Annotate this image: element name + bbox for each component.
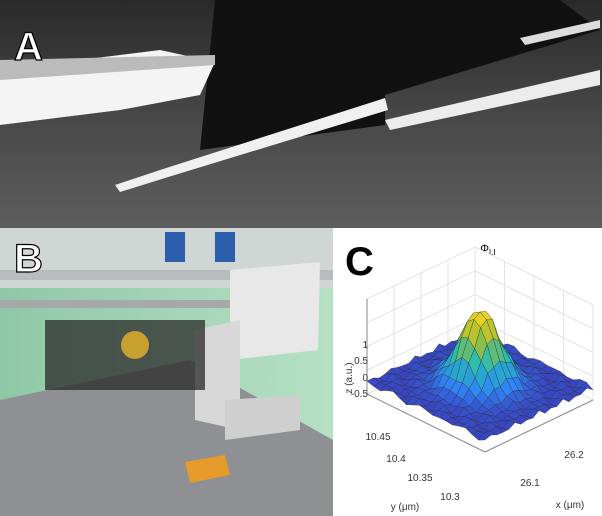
y-tick-label: 10.4 <box>386 454 406 465</box>
z-tick-label: -0.5 <box>351 389 369 400</box>
panel-label: A <box>14 25 43 69</box>
y-axis-label: y (μm) <box>391 502 420 513</box>
z-tick-label: 1 <box>362 340 368 351</box>
panel-label: C <box>345 240 374 284</box>
panel-label: B <box>14 237 43 281</box>
y-tick-label: 10.3 <box>440 492 460 503</box>
device-box <box>230 262 320 360</box>
y-tick-label: 10.45 <box>365 432 390 443</box>
y-tick-label: 10.35 <box>407 473 432 484</box>
x-tick-label: 26.1 <box>520 478 540 489</box>
rail <box>0 300 250 308</box>
panel-c: C ΦLI z (a.u.) y (μm) x (μm) 10.50-0.510… <box>334 228 602 516</box>
x-axis-label: x (μm) <box>556 500 585 511</box>
optics <box>45 320 205 390</box>
component <box>165 232 185 262</box>
z-tick-label: 0 <box>362 373 368 384</box>
panel-b: B <box>0 228 333 516</box>
z-tick-label: 0.5 <box>354 356 368 367</box>
panel-a: A <box>0 0 602 228</box>
x-tick-label: 26.2 <box>564 450 584 461</box>
lens <box>121 331 149 359</box>
component <box>215 232 235 262</box>
figure: A B C ΦLI z (a.u.) y (μm) x (μm) 10.50-0… <box>0 0 602 516</box>
